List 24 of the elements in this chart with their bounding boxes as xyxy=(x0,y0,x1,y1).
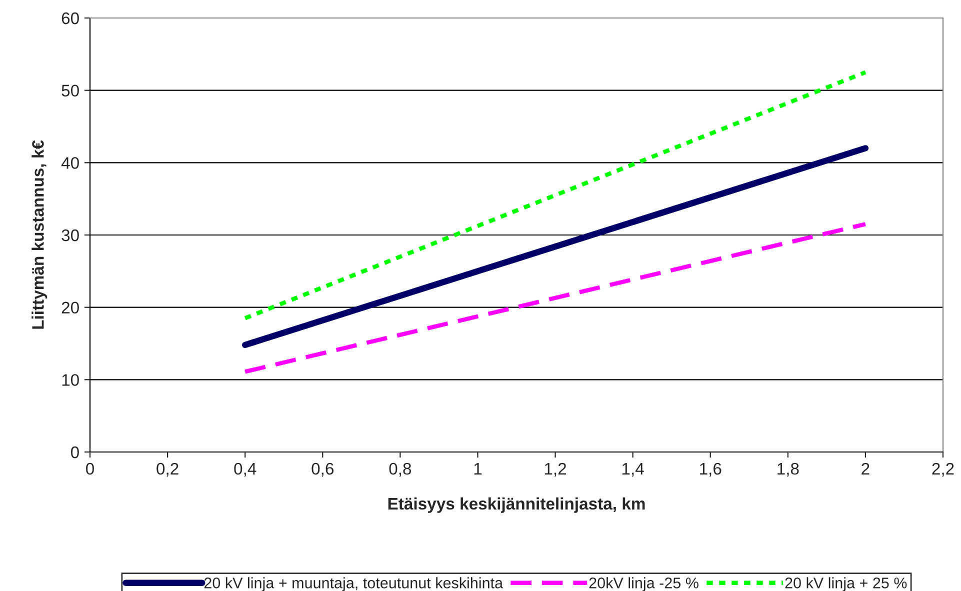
x-tick-label: 1,2 xyxy=(544,462,566,477)
x-tick-label: 1,4 xyxy=(622,463,644,477)
x-tick-label: 1 xyxy=(474,463,482,474)
x-tick-label: 0,6 xyxy=(312,462,334,477)
y-tick-label: 10 xyxy=(62,374,79,386)
x-tick-label: 2 xyxy=(862,462,870,474)
x-tick-label: 2,2 xyxy=(932,462,954,477)
x-tick-label: 0,4 xyxy=(234,462,256,477)
legend-label: 20 kV linja + muuntaja, toteutunut keskihinta xyxy=(204,577,504,591)
x-tick-label: 0 xyxy=(86,462,94,475)
x-tick-label: 0,8 xyxy=(389,462,412,477)
x-tick-label: 0,2 xyxy=(156,462,178,477)
y-tick-label: 50 xyxy=(62,84,79,97)
y-tick-label: 0 xyxy=(70,446,79,458)
y-tick-label: 20 xyxy=(62,302,79,314)
y-tick-label: 30 xyxy=(62,229,79,242)
y-axis-title: Liittymän kustannus, k€ xyxy=(32,140,48,329)
legend-label: 20 kV linja + 25 % xyxy=(785,577,907,591)
y-tick-label: 60 xyxy=(62,12,79,24)
y-tick-label: 40 xyxy=(61,157,79,169)
legend-label: 20kV linja -25 % xyxy=(589,577,698,591)
x-tick-label: 1,6 xyxy=(700,462,722,477)
x-axis-title: Etäisyys keskijännitelinjasta, km xyxy=(388,497,645,513)
x-tick-label: 1,8 xyxy=(778,462,799,477)
